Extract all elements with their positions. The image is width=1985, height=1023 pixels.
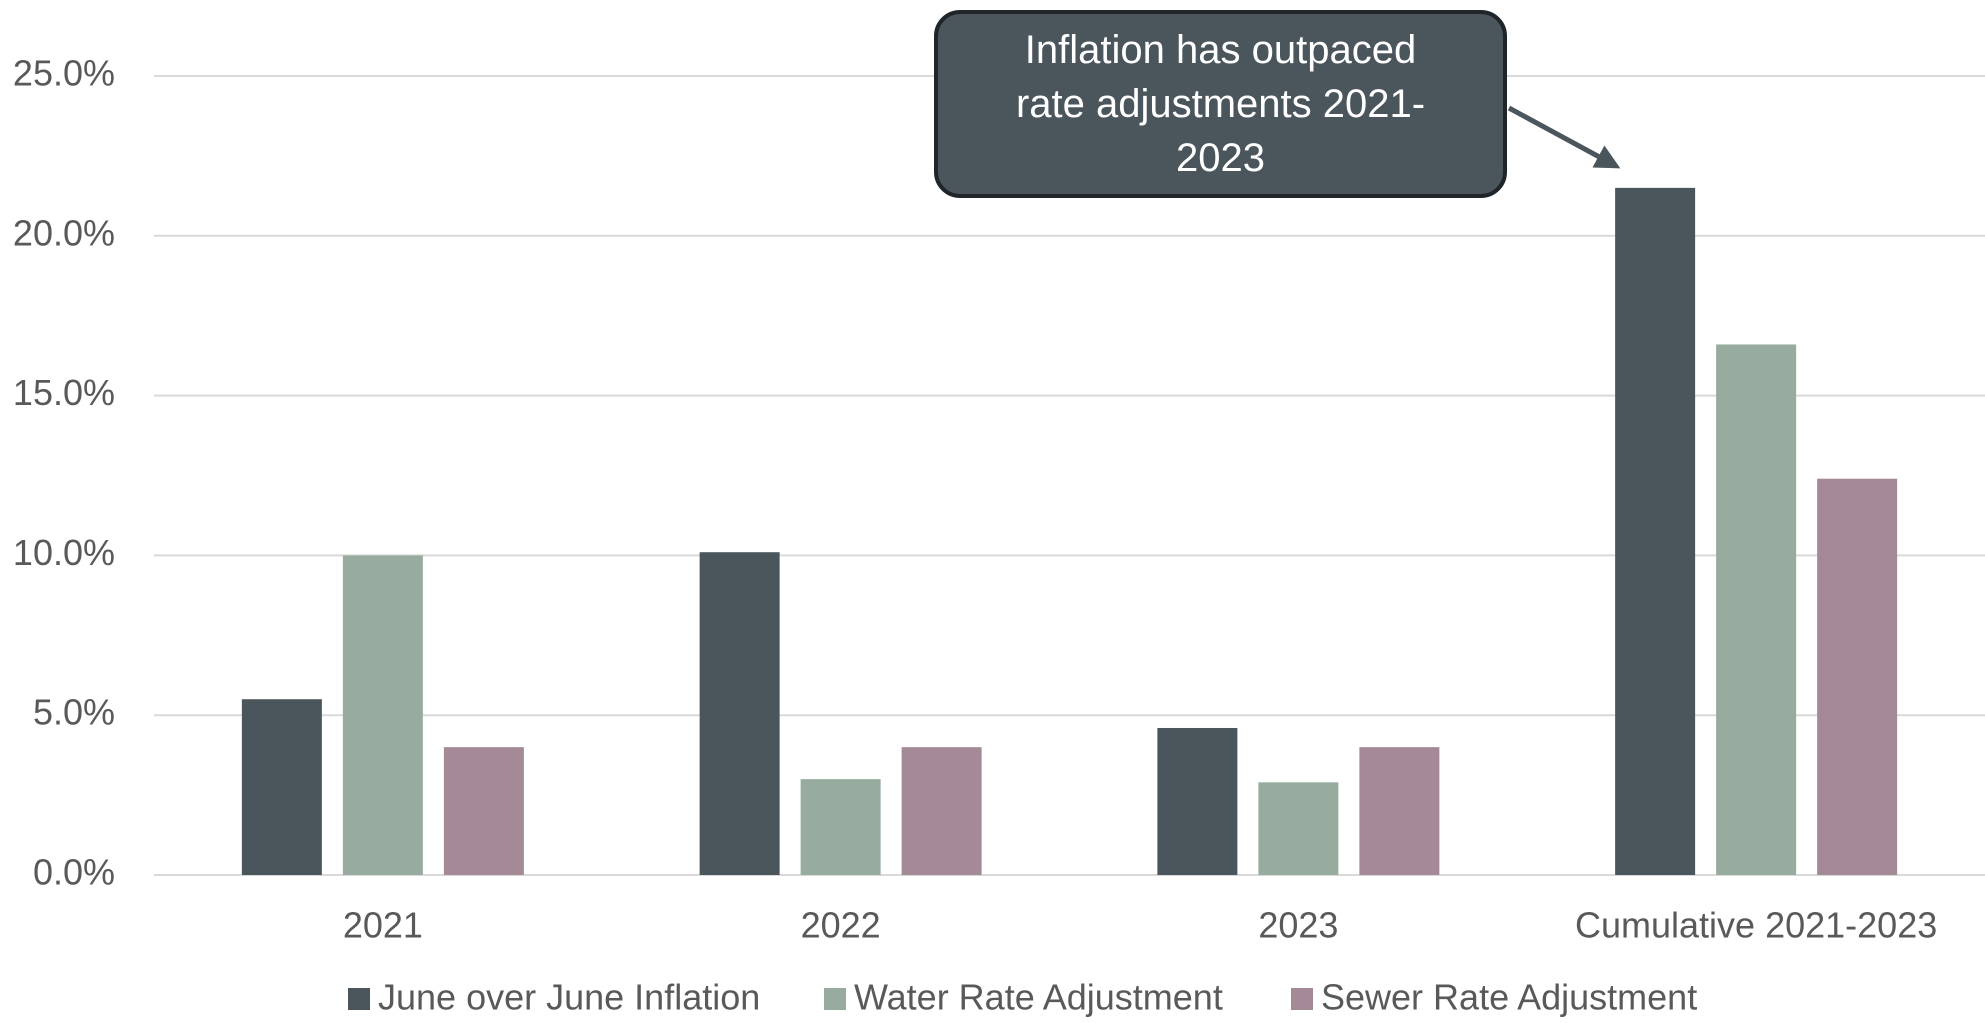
y-tick-label: 10.0% xyxy=(13,532,115,573)
y-tick-label: 25.0% xyxy=(13,53,115,94)
bar xyxy=(342,555,423,875)
x-tick-label: 2022 xyxy=(801,905,881,946)
y-tick-label: 5.0% xyxy=(33,692,115,733)
legend-swatch xyxy=(824,988,846,1010)
bar xyxy=(1615,187,1696,876)
y-tick-label: 15.0% xyxy=(13,372,115,413)
x-tick-label: 2021 xyxy=(343,905,423,946)
legend-swatch xyxy=(348,988,370,1010)
bar xyxy=(1716,344,1797,875)
x-tick-label: 2023 xyxy=(1258,905,1338,946)
legend-swatch xyxy=(1291,988,1313,1010)
bar xyxy=(901,747,982,875)
bar xyxy=(1817,478,1898,875)
bar xyxy=(800,779,881,875)
y-tick-label: 0.0% xyxy=(33,852,115,893)
bar xyxy=(1359,747,1440,875)
annotation-arrow xyxy=(1507,105,1621,169)
bar xyxy=(699,552,780,875)
bar xyxy=(241,699,322,875)
legend-label: June over June Inflation xyxy=(378,977,760,1018)
legend-label: Water Rate Adjustment xyxy=(854,977,1223,1018)
y-tick-label: 20.0% xyxy=(13,212,115,253)
x-tick-label: Cumulative 2021-2023 xyxy=(1575,905,1937,946)
bar xyxy=(1157,727,1238,875)
legend-label: Sewer Rate Adjustment xyxy=(1321,977,1697,1018)
annotation: Inflation has outpaced rate adjustments … xyxy=(934,10,1507,198)
bar xyxy=(1258,782,1339,875)
bar xyxy=(443,747,524,875)
